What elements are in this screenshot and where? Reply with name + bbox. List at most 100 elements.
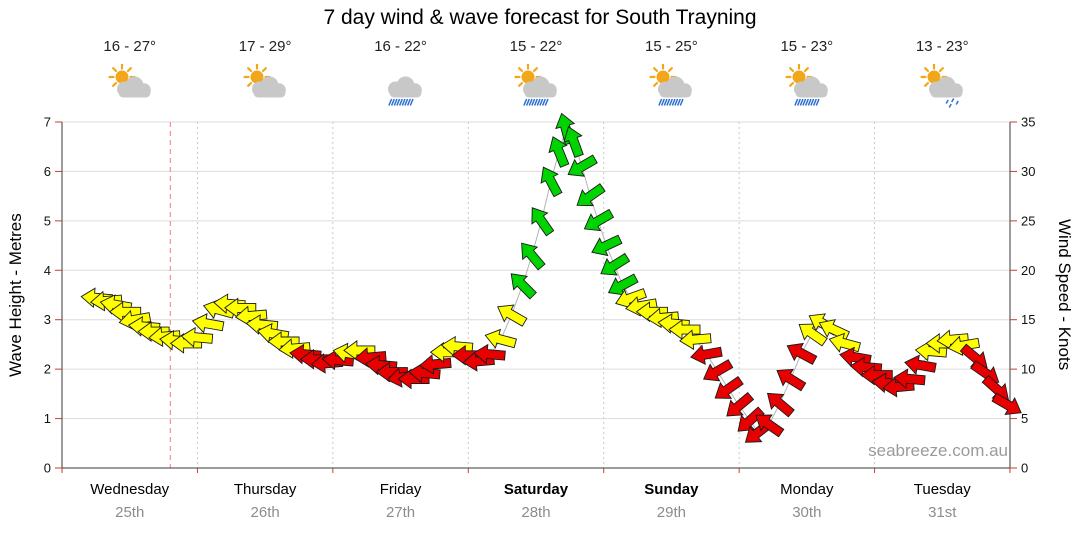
day-footer: Saturday 28th [468,481,603,521]
svg-text:3: 3 [44,312,51,327]
wind-arrows [80,112,1022,443]
wind-arrow [893,368,926,390]
day-temp-range: 17 - 29° [238,38,292,55]
day-date: 29th [656,504,686,521]
wind-arrow [191,313,225,334]
wind-arrow [567,154,598,177]
day-name: Thursday [233,481,297,498]
wind-arrow [798,323,828,347]
wind-arrow [548,136,570,168]
sun-cloud-rain-icon [649,64,693,106]
wind-arrow [726,391,755,417]
wind-arrow [766,392,795,418]
svg-text:7: 7 [44,115,51,130]
svg-text:5: 5 [44,213,51,228]
svg-text:35: 35 [1021,115,1035,130]
day-headers: 16 - 27° 17 - 29° 16 - 22° 15 - 22° 15 -… [62,38,1010,108]
day-temp-range: 15 - 22° [509,38,563,55]
day-footer: Thursday 26th [197,481,332,521]
wind-arrow [936,329,969,351]
day-date: 30th [792,504,822,521]
wind-arrow [690,344,723,365]
day-header: 15 - 25° [604,38,739,108]
day-footer: Monday 30th [739,481,874,521]
wind-arrow [267,331,300,352]
wind-arrow [583,208,615,232]
day-date: 27th [385,504,416,521]
wind-arrow [737,406,765,432]
day-header: 16 - 22° [333,38,468,108]
wind-arrow [668,319,701,340]
svg-text:0: 0 [44,461,51,476]
wind-arrow [408,362,441,384]
wind-arrow [702,359,734,382]
day-name: Friday [379,481,422,498]
day-name: Wednesday [90,481,170,498]
wind-arrow [510,273,537,300]
sun-cloud-rain-icon [785,64,828,106]
svg-text:10: 10 [1021,362,1035,377]
wind-arrow [776,368,807,392]
wind-arrow [497,304,528,327]
day-header: 17 - 29° [197,38,332,108]
sun-cloud-rain-icon [514,64,557,106]
day-name: Monday [780,481,834,498]
day-header: 13 - 23° [875,38,1010,108]
day-temp-range: 15 - 23° [780,38,834,55]
wind-arrow [473,343,506,365]
sun-cloud-icon [108,64,151,98]
day-footer: Tuesday 31st [875,481,1010,521]
svg-text:20: 20 [1021,263,1035,278]
svg-text:4: 4 [44,263,51,278]
axes [61,122,1011,469]
rain-cloud-icon [387,76,422,106]
day-temp-range: 15 - 25° [645,38,698,55]
wind-arrow [180,326,214,348]
sun-cloud-drizzle-icon [920,64,964,108]
wind-arrow [540,166,563,198]
gridlines [62,121,1010,468]
svg-text:15: 15 [1021,312,1035,327]
day-temp-range: 13 - 23° [915,38,969,55]
right-axis-label: Wind Speed - Knots [1055,219,1074,371]
axis-ticks: 0 1 2 3 4 5 6 7 0 5 10 15 20 25 30 35 [44,115,1036,476]
page-title: 7 day wind & wave forecast for South Tra… [323,6,757,29]
wind-arrow [531,207,555,237]
day-name: Tuesday [913,481,971,498]
svg-text:5: 5 [1021,411,1028,426]
day-header: 15 - 23° [739,38,874,108]
wind-arrow [755,414,785,438]
day-footers: Wednesday 25th Thursday 26th Friday 27th… [62,481,1010,521]
wind-arrow [563,126,584,159]
day-temp-range: 16 - 27° [103,38,157,55]
wind-arrow [786,342,818,365]
wind-arrow [679,329,712,351]
day-temp-range: 16 - 22° [374,38,427,55]
day-name: Sunday [644,481,699,498]
svg-text:6: 6 [44,164,51,179]
svg-text:0: 0 [1021,461,1028,476]
wind-arrow [576,183,606,207]
day-footer: Friday 27th [333,481,468,521]
wind-arrow [521,242,546,271]
day-date: 26th [250,504,280,521]
wind-arrow [591,234,623,257]
day-name: Saturday [503,481,569,498]
wind-arrow [828,332,862,353]
day-footer: Sunday 29th [604,481,739,521]
day-date: 28th [521,504,551,521]
day-header: 16 - 27° [62,38,197,108]
svg-text:30: 30 [1021,164,1035,179]
svg-text:1: 1 [44,411,51,426]
day-footer: Wednesday 25th [62,481,197,521]
wind-arrow [607,273,639,296]
svg-text:25: 25 [1021,213,1035,228]
wind-arrow [904,354,937,375]
watermark: seabreeze.com.au [868,441,1008,460]
wind-arrow [600,252,631,276]
wind-arrow [484,328,518,349]
sun-cloud-icon [243,64,286,98]
wind-arrow [991,392,1022,415]
